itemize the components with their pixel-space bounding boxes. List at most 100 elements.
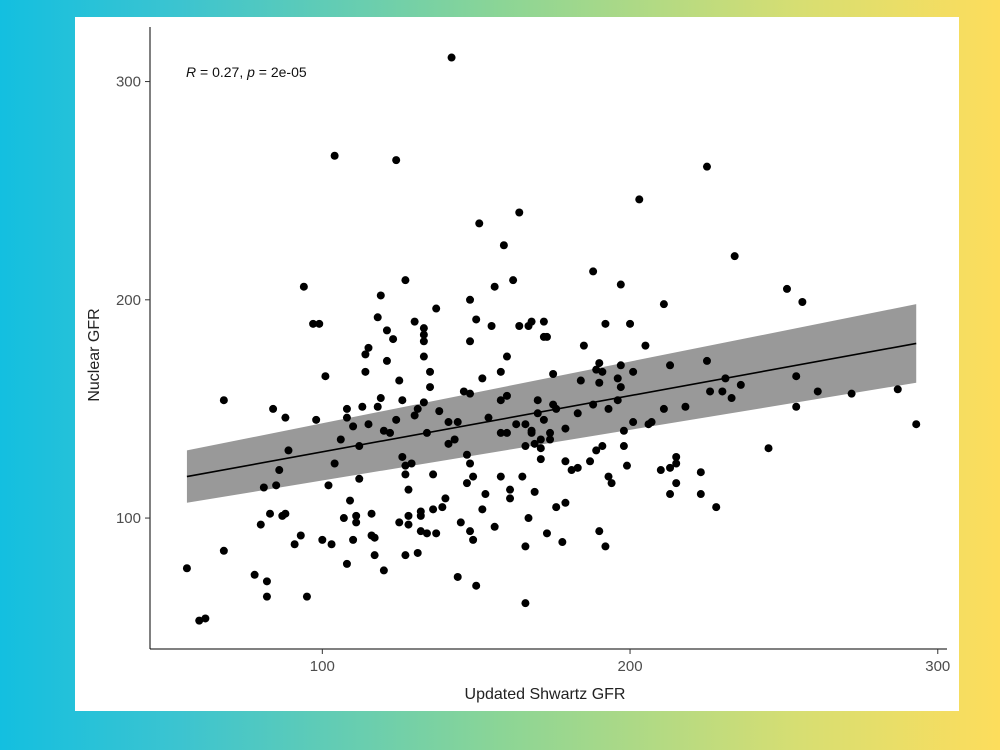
data-point <box>521 420 530 429</box>
data-point <box>349 535 358 544</box>
data-point <box>401 470 410 479</box>
data-point <box>281 509 290 518</box>
data-point <box>395 518 404 527</box>
data-point <box>616 280 625 289</box>
data-point <box>542 332 551 341</box>
data-point <box>912 420 921 429</box>
data-point <box>533 409 542 418</box>
data-point <box>647 418 656 427</box>
data-point <box>656 466 665 475</box>
data-point <box>475 219 484 228</box>
data-point <box>567 466 576 475</box>
data-point <box>355 442 364 451</box>
data-point <box>450 435 459 444</box>
data-point <box>395 376 404 385</box>
data-point <box>496 367 505 376</box>
data-point <box>536 444 545 453</box>
data-point <box>195 616 204 625</box>
data-point <box>536 435 545 444</box>
tick-labels-layer: 100 200 300 100 200 300 <box>116 74 950 675</box>
data-point <box>318 535 327 544</box>
y-tick-label: 200 <box>116 292 141 309</box>
data-point <box>702 162 711 171</box>
data-point <box>259 483 268 492</box>
data-point <box>702 356 711 365</box>
data-point <box>453 572 462 581</box>
x-axis-title: Updated Shwartz GFR <box>465 686 626 703</box>
data-point <box>666 361 675 370</box>
data-point <box>847 389 856 398</box>
data-point <box>441 494 450 503</box>
data-point <box>792 372 801 381</box>
data-point <box>601 319 610 328</box>
data-point <box>613 396 622 405</box>
data-point <box>392 156 401 165</box>
data-point <box>389 335 398 344</box>
data-point <box>432 529 441 538</box>
data-point <box>386 428 395 437</box>
data-point <box>499 241 508 250</box>
data-point <box>706 387 715 396</box>
data-point <box>573 409 582 418</box>
data-point <box>256 520 265 529</box>
data-point <box>330 151 339 160</box>
x-tick-label: 300 <box>925 658 950 675</box>
p-symbol: p <box>246 64 255 80</box>
data-point <box>727 394 736 403</box>
scatter-plot: 100 200 300 100 200 300 R = 0.27, p = 2e-05 U… <box>86 27 950 703</box>
data-point <box>502 352 511 361</box>
data-point <box>438 503 447 512</box>
data-point <box>712 503 721 512</box>
data-points-layer <box>182 53 921 625</box>
data-point <box>444 418 453 427</box>
data-point <box>813 387 822 396</box>
r-value: = 0.27, <box>196 64 247 80</box>
data-point <box>426 367 435 376</box>
data-point <box>426 383 435 392</box>
data-point <box>506 494 515 503</box>
data-point <box>376 291 385 300</box>
data-point <box>413 548 422 557</box>
data-point <box>666 463 675 472</box>
data-point <box>364 343 373 352</box>
data-point <box>792 402 801 411</box>
data-point <box>373 313 382 322</box>
data-point <box>502 428 511 437</box>
data-point <box>521 542 530 551</box>
data-point <box>407 459 416 468</box>
data-point <box>456 518 465 527</box>
data-point <box>782 284 791 293</box>
data-point <box>672 479 681 488</box>
data-point <box>266 509 275 518</box>
data-point <box>506 485 515 494</box>
data-point <box>579 341 588 350</box>
data-point <box>589 400 598 409</box>
data-point <box>466 527 475 536</box>
data-point <box>379 566 388 575</box>
data-point <box>349 422 358 431</box>
data-point <box>598 367 607 376</box>
data-point <box>401 461 410 470</box>
data-point <box>518 472 527 481</box>
data-point <box>595 378 604 387</box>
data-point <box>419 324 428 333</box>
data-point <box>312 415 321 424</box>
data-point <box>595 527 604 536</box>
data-point <box>398 396 407 405</box>
data-point <box>361 350 370 359</box>
chart-panel: 100 200 300 100 200 300 R = 0.27, p = 2e-05 U… <box>75 17 959 711</box>
data-point <box>798 297 807 306</box>
data-point <box>721 374 730 383</box>
data-point <box>219 546 228 555</box>
data-point <box>284 446 293 455</box>
data-point <box>515 208 524 217</box>
data-point <box>696 490 705 499</box>
data-point <box>561 498 570 507</box>
data-point <box>601 542 610 551</box>
data-point <box>629 367 638 376</box>
data-point <box>524 514 533 523</box>
data-point <box>659 300 668 309</box>
data-point <box>404 520 413 529</box>
data-point <box>466 337 475 346</box>
data-point <box>472 315 481 324</box>
